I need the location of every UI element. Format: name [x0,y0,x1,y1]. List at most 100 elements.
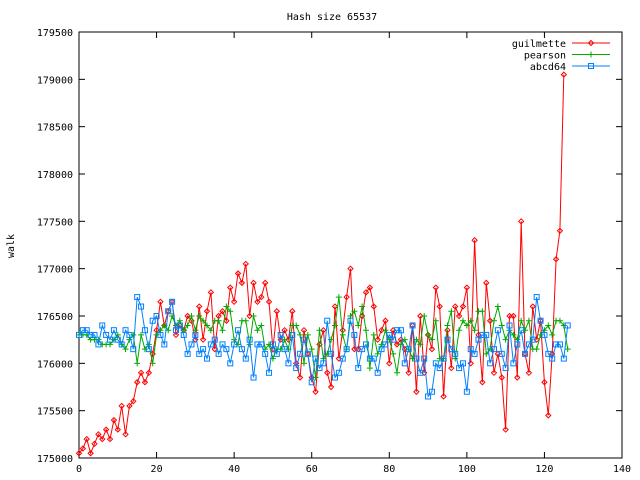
x-tick-label: 100 [458,464,476,475]
data-point-abcd64 [456,365,463,372]
data-point-pearson [300,360,307,367]
data-point-abcd64 [114,336,121,343]
data-point-guilmette [486,317,494,324]
data-point-guilmette [157,298,164,306]
x-tick-label: 140 [613,464,631,475]
data-point-abcd64 [165,308,172,315]
data-point-pearson [463,322,470,329]
data-point-guilmette [273,308,281,315]
data-point-pearson [235,341,242,348]
data-point-pearson [134,360,141,367]
data-point-pearson [227,308,234,315]
data-point-abcd64 [250,374,257,381]
data-point-abcd64 [382,341,389,348]
data-point-pearson [421,313,428,319]
data-point-guilmette [95,431,102,438]
data-point-abcd64 [529,336,536,343]
x-tick-label: 20 [151,464,163,475]
data-point-guilmette [413,388,420,395]
data-point-guilmette [223,317,230,324]
data-point-abcd64 [161,341,168,348]
data-point-abcd64 [394,327,401,334]
data-point-guilmette [250,279,257,287]
data-point-abcd64 [560,355,567,362]
data-point-abcd64 [502,365,509,372]
data-point-pearson [203,322,210,329]
data-point-pearson [110,336,117,343]
y-tick-label: 178000 [37,170,73,181]
data-point-abcd64 [432,360,439,367]
data-point-abcd64 [308,379,315,386]
data-point-abcd64 [215,350,222,357]
data-point-guilmette [296,374,304,381]
data-point-pearson [510,331,517,338]
data-point-pearson [266,341,273,348]
data-point-guilmette [246,312,253,320]
data-point-pearson [459,317,466,324]
data-point-guilmette [502,426,509,433]
data-point-abcd64 [541,331,548,338]
x-tick-label: 60 [306,464,318,475]
data-point-pearson [560,322,567,329]
data-point-pearson [223,303,230,310]
data-point-pearson [428,336,435,343]
data-point-pearson [207,327,214,334]
data-point-abcd64 [328,350,335,357]
data-point-pearson [483,350,490,357]
data-point-abcd64 [335,369,342,376]
data-point-abcd64 [300,336,307,343]
data-point-abcd64 [347,317,354,324]
data-point-guilmette [118,402,125,410]
data-point-abcd64 [141,327,148,334]
data-point-abcd64 [452,350,459,357]
data-point-abcd64 [421,355,428,362]
data-point-abcd64 [238,346,245,353]
data-point-pearson [312,374,319,381]
data-point-guilmette [75,450,83,457]
data-point-abcd64 [363,341,370,348]
data-point-abcd64 [417,369,424,376]
y-tick-label: 178500 [37,123,73,134]
data-point-guilmette [517,218,525,225]
data-point-pearson [564,346,571,353]
data-point-guilmette [448,364,455,372]
data-point-abcd64 [553,341,560,348]
data-point-guilmette [545,412,552,419]
data-point-abcd64 [235,327,242,334]
data-point-pearson [498,322,505,329]
data-point-pearson [374,350,381,357]
data-point-guilmette [258,293,265,301]
data-point-pearson [184,322,191,329]
plot-frame [78,31,623,459]
data-point-abcd64 [556,341,563,348]
data-point-guilmette [196,303,203,310]
data-point-abcd64 [491,346,498,353]
data-point-abcd64 [254,341,261,348]
data-point-abcd64 [285,360,292,367]
data-point-guilmette [510,312,517,320]
x-axis: 0 20 40 60 80 100 120 140 [76,32,631,475]
data-point-abcd64 [246,336,253,343]
data-point-abcd64 [258,341,265,348]
data-point-guilmette [455,312,463,320]
data-point-abcd64 [459,360,466,367]
data-point-abcd64 [130,346,137,353]
y-tick-label: 175500 [37,407,73,418]
data-point-abcd64 [409,322,416,329]
data-point-pearson [308,346,315,353]
data-point-guilmette [428,345,436,353]
data-point-abcd64 [487,360,494,367]
data-point-pearson [138,331,145,338]
data-point-guilmette [199,336,207,343]
x-tick-label: 120 [535,464,553,475]
data-point-pearson [335,294,342,301]
data-point-guilmette [378,326,385,334]
data-point-pearson [351,308,358,315]
data-point-guilmette [312,388,319,395]
data-point-abcd64 [188,341,195,348]
data-point-abcd64 [153,313,160,319]
data-point-abcd64 [436,365,443,372]
data-point-guilmette [254,298,261,306]
data-point-guilmette [230,298,238,306]
